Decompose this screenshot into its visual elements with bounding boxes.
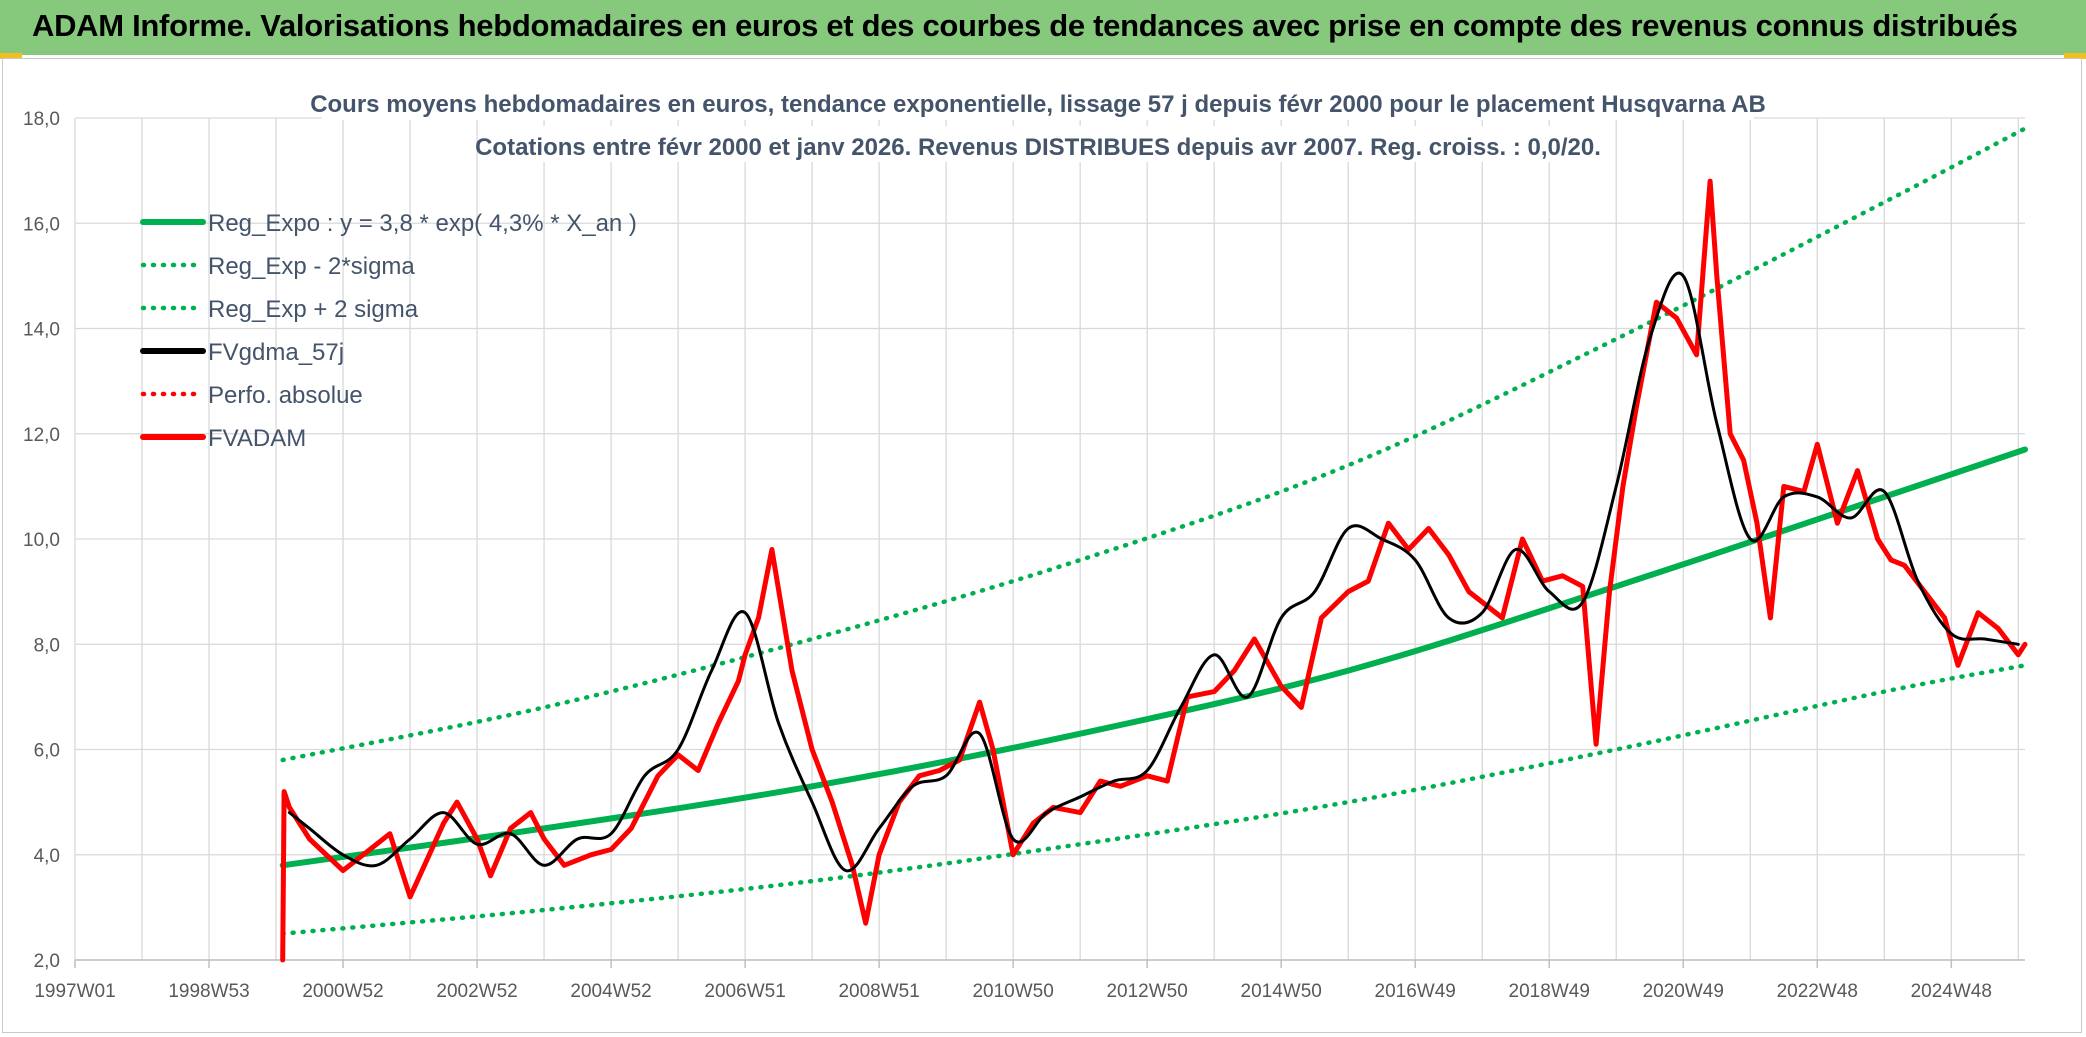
y-tick-label: 8,0: [34, 635, 60, 656]
x-axis: 1997W01 1998W53 2000W52 2002W52 2004W52 2006W…: [34, 959, 2025, 1002]
series-reg-exp-minus-2sigma: [280, 663, 2028, 936]
legend: Reg_Expo : y = 3,8 * exp( 4,3% * X_an ) R…: [140, 210, 637, 452]
y-tick-label: 10,0: [23, 530, 60, 551]
corner-marker-right: [2064, 53, 2086, 59]
subtitle-bg: [478, 126, 1598, 162]
report-header: ADAM Informe. Valorisations hebdomadaire…: [0, 0, 2086, 55]
series-fvgdma-57j: [287, 271, 2020, 873]
y-tick-label: 16,0: [23, 214, 60, 235]
y-tick-label: 18,0: [23, 109, 60, 130]
x-tick-label: 2024W48: [1911, 981, 1992, 1002]
x-tick-label: 2016W49: [1375, 981, 1456, 1002]
y-tick-label: 12,0: [23, 425, 60, 446]
x-tick-label: 2006W51: [704, 981, 785, 1002]
x-tick-label: 1998W53: [168, 981, 249, 1002]
corner-marker-left: [0, 53, 22, 59]
x-tick-label: 2020W49: [1643, 981, 1724, 1002]
report-title: ADAM Informe. Valorisations hebdomadaire…: [32, 8, 2018, 43]
y-tick-label: 6,0: [34, 741, 60, 762]
legend-label: FVADAM: [208, 425, 306, 452]
chart-frame: [2, 58, 2082, 1033]
x-tick-label: 2018W49: [1509, 981, 1590, 1002]
title-bg: [322, 84, 1754, 120]
legend-label: FVgdma_57j: [208, 339, 344, 366]
y-tick-label: 2,0: [34, 951, 60, 972]
chart-title: Cours moyens hebdomadaires en euros, ten…: [310, 91, 1766, 118]
x-tick-label: 2014W50: [1241, 981, 1322, 1002]
legend-label: Reg_Exp - 2*sigma: [208, 253, 415, 280]
x-tick-label: 2022W48: [1777, 981, 1858, 1002]
x-tick-label: 2008W51: [838, 981, 919, 1002]
x-tick-label: 2010W50: [972, 981, 1053, 1002]
y-axis: 18,0 16,0 14,0 12,0 10,0 8,0 6,0 4,0 2,0: [23, 109, 60, 972]
legend-label: Perfo. absolue: [208, 382, 363, 409]
series-layer: [279, 126, 2028, 963]
legend-label: Reg_Exp + 2 sigma: [208, 296, 419, 323]
x-tick-label: 2002W52: [436, 981, 517, 1002]
x-tick-label: 2012W50: [1106, 981, 1187, 1002]
legend-label: Reg_Expo : y = 3,8 * exp( 4,3% * X_an ): [208, 210, 637, 237]
y-tick-label: 4,0: [34, 846, 60, 867]
x-tick-label: 1997W01: [34, 981, 115, 1002]
chart-subtitle: Cotations entre févr 2000 et janv 2026. …: [475, 134, 1601, 161]
grid: [74, 117, 2025, 961]
y-tick-label: 14,0: [23, 320, 60, 341]
x-tick-label: 2004W52: [570, 981, 651, 1002]
x-tick-label: 2000W52: [302, 981, 383, 1002]
